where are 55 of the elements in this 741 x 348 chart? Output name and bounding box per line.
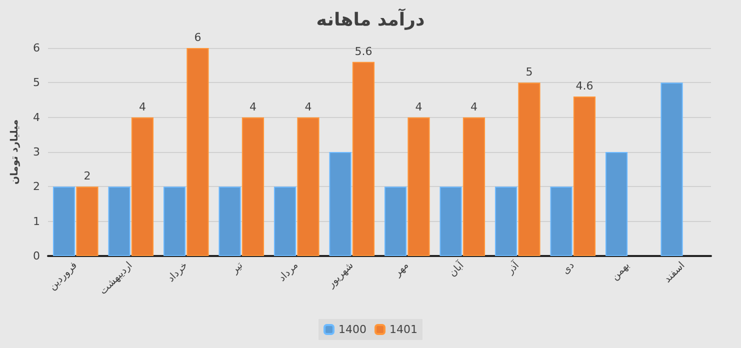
x-tick-label: مهر: [392, 260, 412, 280]
x-tick-label: اردیبهشت: [98, 260, 135, 297]
x-tick-label: مرداد: [276, 260, 301, 284]
bar: [462, 117, 486, 256]
x-tick-label: خرداد: [166, 260, 190, 284]
data-label: 5: [526, 66, 533, 79]
y-tick-label: 2: [33, 180, 40, 194]
x-tick-label: آبان: [446, 258, 468, 280]
x-tick-label: اسفند: [662, 260, 688, 286]
data-label: 6: [194, 31, 202, 44]
data-label: 5.6: [354, 44, 372, 58]
data-label: 4: [304, 100, 312, 114]
bar: [518, 82, 540, 256]
bar: [108, 186, 130, 256]
bar: [297, 117, 320, 256]
y-tick-label: 1: [33, 214, 40, 228]
x-tick-label: دی: [560, 260, 577, 277]
bar: [550, 186, 572, 256]
bar: [573, 96, 596, 256]
data-label: 4: [415, 100, 422, 114]
bar: [605, 152, 628, 256]
bar: [660, 82, 683, 256]
y-tick-label: 3: [33, 146, 40, 158]
y-tick-label: 5: [33, 76, 40, 90]
data-label: 4: [470, 100, 478, 114]
legend-label: 1401: [390, 323, 418, 336]
data-label: 4: [249, 100, 256, 114]
bar: [494, 186, 518, 256]
x-tick-label: بهمن: [610, 260, 632, 283]
y-axis-title: میلیارد تومان: [10, 119, 20, 185]
y-tick-label: 6: [33, 42, 40, 54]
data-label: 2: [84, 170, 91, 183]
bar: [384, 186, 407, 256]
bar: [242, 117, 264, 256]
bar: [352, 62, 375, 256]
bar: [440, 186, 462, 256]
data-label: 4: [138, 100, 146, 114]
bar: [329, 152, 352, 256]
y-tick-label: 0: [33, 250, 40, 262]
bar: [76, 186, 98, 256]
bar: [52, 186, 76, 256]
x-tick-label: فروردین: [47, 260, 80, 292]
bar: [218, 186, 241, 256]
bar: [131, 117, 154, 256]
chart-title: درآمد ماهانه: [316, 8, 425, 30]
bar: [274, 186, 296, 256]
bar: [408, 117, 430, 256]
bar: [163, 186, 186, 256]
x-tick-label: شهریور: [325, 260, 356, 291]
x-tick-label: تیر: [228, 260, 246, 277]
x-tick-label: آذر: [503, 258, 522, 278]
y-tick-label: 4: [33, 110, 40, 124]
data-label: 4.6: [576, 80, 594, 93]
bar: [186, 48, 209, 256]
legend-label: 1400: [338, 323, 367, 336]
